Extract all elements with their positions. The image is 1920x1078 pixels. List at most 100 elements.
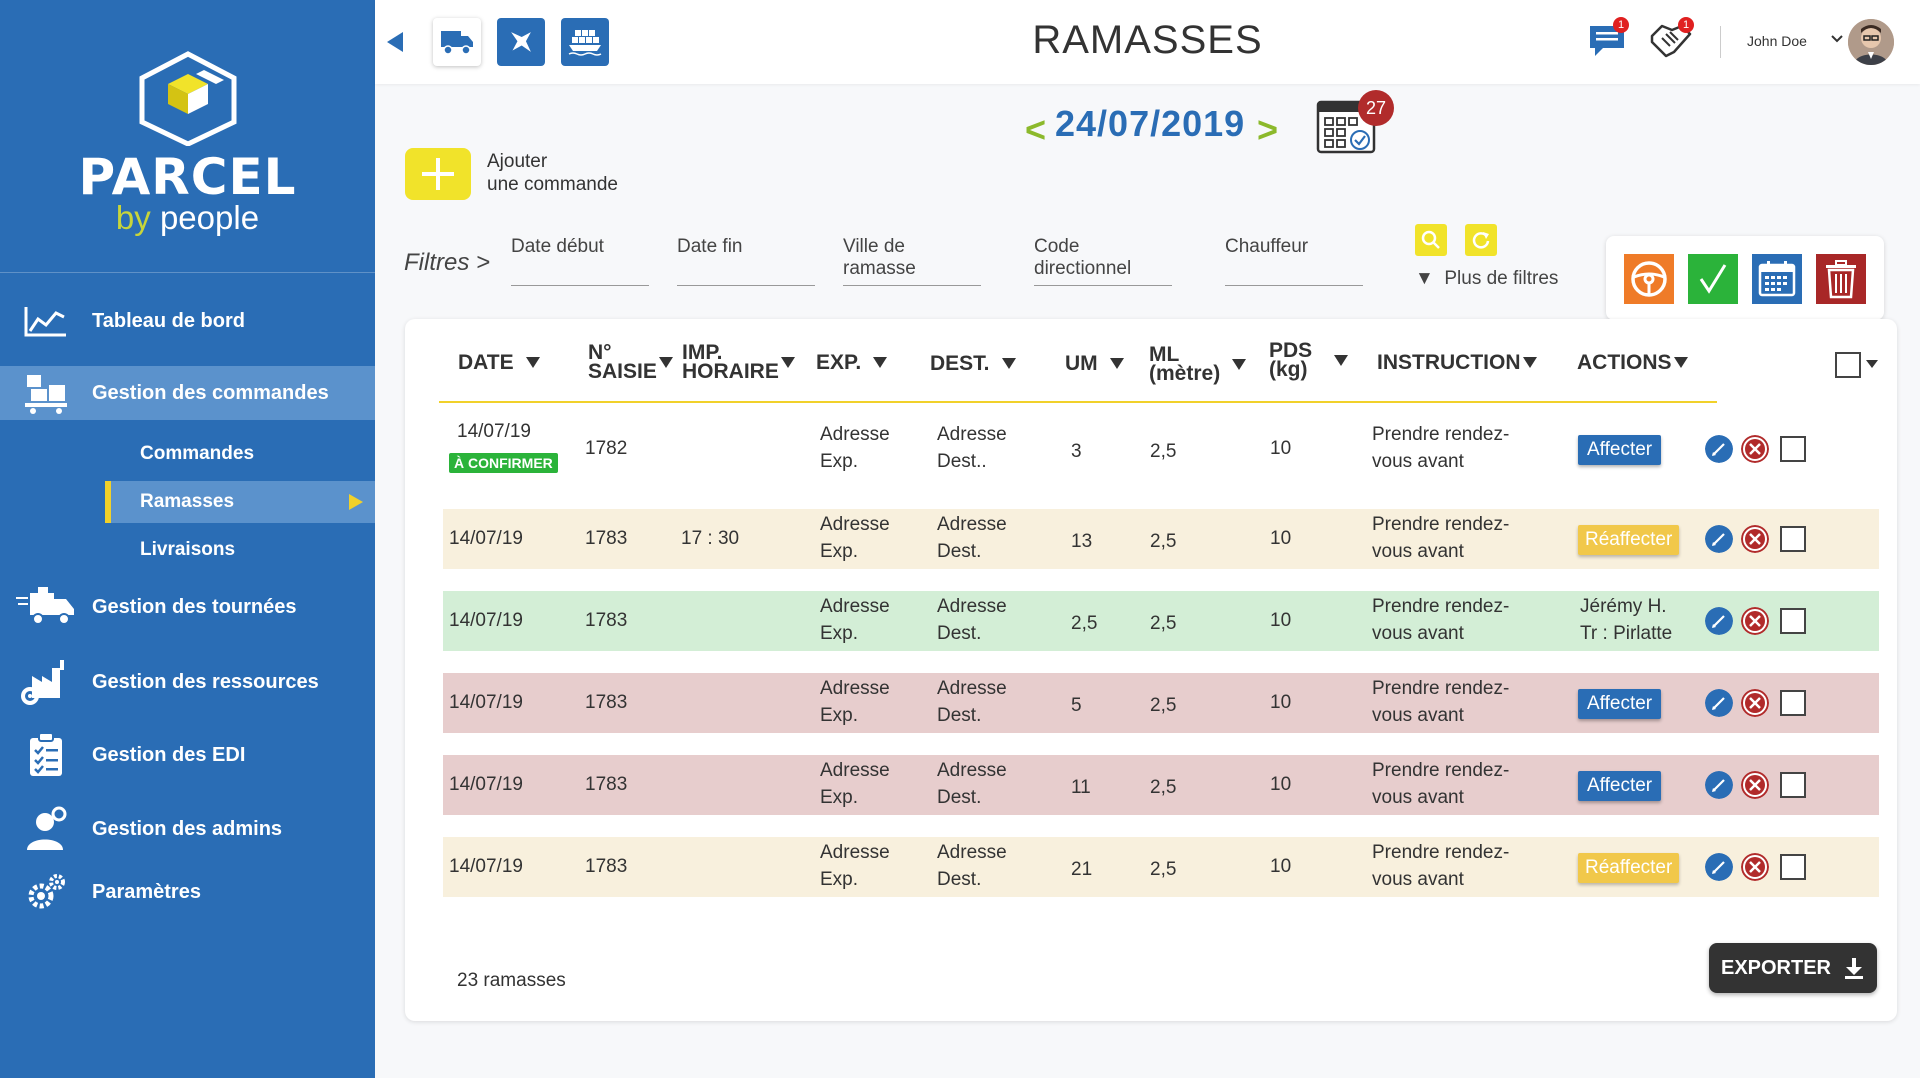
cell-dest: Adresse Dest. [937, 596, 1007, 644]
cancel-icon[interactable] [1741, 435, 1769, 463]
filter-search-button[interactable] [1415, 224, 1447, 256]
row-checkbox[interactable] [1780, 526, 1806, 552]
cell-imp-horaire: 17 : 30 [681, 528, 740, 549]
sidebar-sub-item-ramasses[interactable]: Ramasses [105, 481, 375, 523]
avatar[interactable] [1848, 19, 1894, 65]
chevron-down-icon[interactable] [1830, 34, 1844, 44]
cell-instruction: Prendre rendez-vous avant [1372, 842, 1510, 890]
export-button[interactable]: EXPORTER [1709, 943, 1877, 993]
date-next-button[interactable]: > [1257, 109, 1279, 150]
edit-icon[interactable] [1705, 853, 1733, 881]
deals-button[interactable]: 1 [1648, 17, 1694, 65]
table-row[interactable]: 14/07/19 À CONFIRMER 1782 Adresse Exp. Adress… [443, 419, 1879, 479]
schedule-button[interactable] [1752, 254, 1802, 304]
select-all-checkbox[interactable] [1835, 352, 1861, 378]
sidebar-sub-item-commandes[interactable]: Commandes [105, 433, 375, 475]
cell-ml: 2,5 [1150, 777, 1177, 798]
col-header-instruction[interactable]: INSTRUCTION [1377, 352, 1537, 373]
cancel-icon[interactable] [1741, 853, 1769, 881]
sidebar-item-orders[interactable]: Gestion des commandes [0, 366, 375, 420]
cancel-icon[interactable] [1741, 525, 1769, 553]
calendar-icon [1758, 261, 1796, 297]
affecter-button[interactable]: Affecter [1578, 689, 1662, 719]
edit-icon[interactable] [1705, 435, 1733, 463]
date-prev-button[interactable]: < [1025, 109, 1047, 150]
mode-plane-button[interactable] [497, 18, 545, 66]
col-header-imp-horaire[interactable]: IMP. HORAIRE [682, 342, 795, 382]
cell-exp: Adresse Exp. [820, 424, 890, 472]
reaffecter-button[interactable]: Réaffecter [1578, 853, 1680, 883]
user-name[interactable]: John Doe [1747, 33, 1807, 49]
sidebar-item-tours[interactable]: Gestion des tournées [0, 580, 375, 634]
brand-logo: PARCEL by people [0, 50, 375, 240]
sidebar-sub-item-livraisons[interactable]: Livraisons [105, 529, 375, 571]
cell-pds: 10 [1270, 528, 1292, 549]
table-row[interactable]: 14/07/19 1783 17 : 30 Adresse Exp. Adresse Des… [443, 509, 1879, 569]
cell-exp: Adresse Exp. [820, 596, 890, 644]
sidebar-item-settings[interactable]: Paramètres [0, 865, 375, 919]
validate-button[interactable] [1688, 254, 1738, 304]
col-header-pds[interactable]: PDS (kg) [1269, 340, 1349, 380]
sidebar-item-edi[interactable]: Gestion des EDI [0, 728, 375, 782]
cancel-icon[interactable] [1741, 689, 1769, 717]
affecter-button[interactable]: Affecter [1578, 771, 1662, 801]
sidebar-sub-label: Commandes [140, 443, 255, 464]
filters-label[interactable]: Filtres > [404, 249, 491, 276]
row-checkbox[interactable] [1780, 772, 1806, 798]
pickups-table: DATE N° SAISIE IMP. HORAIRE EXP. DEST. UM … [405, 319, 1897, 1021]
table-row[interactable]: 14/07/19 1783 Adresse Exp. Adresse Dest. 2,5 2,… [443, 591, 1879, 651]
collapse-sidebar-icon[interactable] [387, 32, 403, 52]
mode-truck-button[interactable] [433, 18, 481, 66]
filter-start-date[interactable]: Date début [511, 236, 649, 286]
filter-direction-code[interactable]: Code directionnel [1034, 236, 1172, 286]
filter-pickup-city[interactable]: Ville de ramasse [843, 236, 981, 286]
cell-exp: Adresse Exp. [820, 760, 890, 808]
add-command-label[interactable]: Ajouter une commande [487, 151, 618, 195]
cell-dest: Adresse Dest. [937, 678, 1007, 726]
cancel-icon[interactable] [1741, 607, 1769, 635]
sidebar-item-resources[interactable]: Gestion des ressources [0, 655, 375, 709]
affecter-button[interactable]: Affecter [1578, 435, 1662, 465]
table-row[interactable]: 14/07/19 1783 Adresse Exp. Adresse Dest. 5 2,5 1… [443, 673, 1879, 733]
truck-icon [441, 31, 473, 55]
sidebar-item-admins[interactable]: Gestion des admins [0, 802, 375, 856]
row-checkbox[interactable] [1780, 436, 1806, 462]
export-label: EXPORTER [1720, 956, 1832, 979]
messages-button[interactable]: 1 [1587, 17, 1629, 65]
filter-driver[interactable]: Chauffeur [1225, 236, 1363, 286]
cell-instruction: Prendre rendez-vous avant [1372, 424, 1510, 472]
col-header-saisie[interactable]: N° SAISIE [588, 342, 673, 382]
cell-pds: 10 [1270, 692, 1292, 713]
factory-gear-icon [0, 658, 92, 706]
mode-ship-button[interactable] [561, 18, 609, 66]
add-command-button[interactable] [405, 148, 471, 200]
cell-ml: 2,5 [1150, 613, 1177, 634]
col-header-exp[interactable]: EXP. [816, 352, 888, 373]
reaffecter-button[interactable]: Réaffecter [1578, 525, 1680, 555]
sidebar-sub-label: Livraisons [140, 539, 236, 560]
row-checkbox[interactable] [1780, 690, 1806, 716]
filter-end-date[interactable]: Date fin [677, 236, 815, 286]
select-all-dropdown-icon[interactable] [1865, 359, 1879, 369]
edit-icon[interactable] [1705, 771, 1733, 799]
row-checkbox[interactable] [1780, 608, 1806, 634]
edit-icon[interactable] [1705, 689, 1733, 717]
table-row[interactable]: 14/07/19 1783 Adresse Exp. Adresse Dest. 11 2,5… [443, 755, 1879, 815]
brand-sub: by people [115, 199, 260, 236]
table-row[interactable]: 14/07/19 1783 Adresse Exp. Adresse Dest. 21 2,5… [443, 837, 1879, 897]
row-checkbox[interactable] [1780, 854, 1806, 880]
filter-reset-button[interactable] [1465, 224, 1497, 256]
cell-ml: 2,5 [1150, 859, 1177, 880]
more-filters-toggle[interactable]: ▼ Plus de filtres [1415, 268, 1559, 289]
cancel-icon[interactable] [1741, 771, 1769, 799]
assign-driver-button[interactable] [1624, 254, 1674, 304]
edit-icon[interactable] [1705, 607, 1733, 635]
col-header-ml[interactable]: ML (mètre) [1149, 344, 1247, 384]
delete-button[interactable] [1816, 254, 1866, 304]
col-header-date[interactable]: DATE [458, 352, 540, 373]
col-header-dest[interactable]: DEST. [930, 353, 1016, 374]
edit-icon[interactable] [1705, 525, 1733, 553]
sidebar-item-dashboard[interactable]: Tableau de bord [0, 294, 375, 348]
col-header-um[interactable]: UM [1065, 353, 1124, 374]
col-header-actions[interactable]: ACTIONS [1577, 352, 1688, 373]
